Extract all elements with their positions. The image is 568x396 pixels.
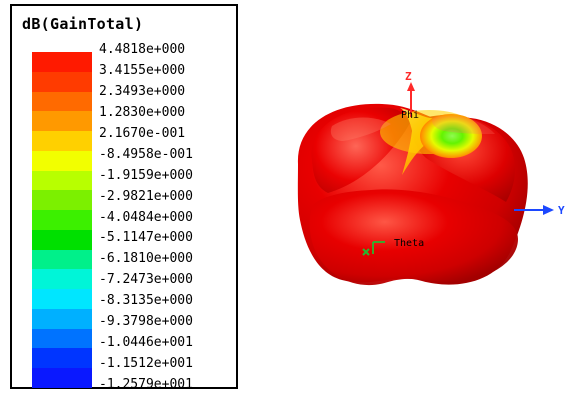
legend-value-labels: 4.4818e+000 3.4155e+000 2.3493e+000 1.2830e… bbox=[99, 42, 247, 392]
radiation-body bbox=[297, 103, 528, 286]
legend-swatch bbox=[32, 131, 92, 151]
legend-label: -1.2579e+001 bbox=[99, 377, 193, 392]
legend-swatch bbox=[32, 91, 92, 112]
highlight-left-lobe bbox=[330, 117, 391, 141]
legend-title: dB(GainTotal) bbox=[22, 15, 144, 33]
gain-legend: dB(GainTotal) 4.4818e+000 3.4155e+000 2.34… bbox=[10, 4, 238, 392]
legend-color-scale bbox=[32, 52, 92, 389]
legend-label: 2.3493e+000 bbox=[99, 83, 186, 99]
legend-swatch bbox=[32, 328, 92, 349]
legend-label: -1.1512e+001 bbox=[99, 356, 193, 372]
z-axis-label: Z bbox=[405, 70, 412, 83]
y-axis-label: Y bbox=[558, 204, 565, 217]
legend-label: -6.1810e+000 bbox=[99, 251, 193, 267]
legend-label: -4.0484e+000 bbox=[99, 209, 193, 225]
legend-label: 2.1670e-001 bbox=[99, 125, 186, 141]
legend-label: -9.3798e+000 bbox=[99, 314, 193, 330]
legend-label: -1.0446e+001 bbox=[99, 335, 193, 351]
legend-swatch bbox=[32, 269, 92, 290]
legend-swatch bbox=[32, 210, 92, 230]
legend-label: 1.2830e+000 bbox=[99, 104, 186, 120]
legend-label: 4.4818e+000 bbox=[99, 42, 186, 57]
legend-swatch bbox=[32, 229, 92, 250]
3d-radiation-pattern: Z Phi Y Theta bbox=[240, 0, 568, 396]
legend-label: -8.3135e+000 bbox=[99, 293, 193, 309]
legend-swatch bbox=[32, 150, 92, 171]
legend-swatch bbox=[32, 190, 92, 211]
legend-label: -5.1147e+000 bbox=[99, 230, 193, 246]
legend-swatch bbox=[32, 289, 92, 309]
legend-swatch bbox=[32, 368, 92, 389]
legend-label: 3.4155e+000 bbox=[99, 62, 186, 78]
highlight-right-lobe bbox=[432, 115, 495, 134]
legend-swatch bbox=[32, 249, 92, 270]
legend-swatch bbox=[32, 52, 92, 72]
legend-swatch bbox=[32, 71, 92, 92]
y-axis-arrow bbox=[543, 205, 554, 215]
legend-label: -7.2473e+000 bbox=[99, 272, 193, 288]
legend-swatch bbox=[32, 111, 92, 132]
theta-marker-2 bbox=[362, 248, 370, 256]
legend-label: -2.9821e+000 bbox=[99, 188, 193, 204]
legend-swatch bbox=[32, 170, 92, 191]
legend-label: -1.9159e+000 bbox=[99, 167, 193, 183]
upper-hot-spot bbox=[420, 114, 482, 158]
legend-label: -8.4958e-001 bbox=[99, 146, 193, 162]
axes-overlay: Z Phi Y Theta bbox=[362, 70, 565, 256]
z-axis-arrow bbox=[407, 82, 415, 91]
legend-swatch bbox=[32, 308, 92, 329]
legend-swatch bbox=[32, 348, 92, 369]
theta-label: Theta bbox=[394, 238, 424, 249]
radiation-pattern-svg: Z Phi Y Theta bbox=[297, 70, 565, 286]
phi-label: Phi bbox=[401, 110, 419, 121]
lower-main-lobe bbox=[309, 189, 518, 286]
